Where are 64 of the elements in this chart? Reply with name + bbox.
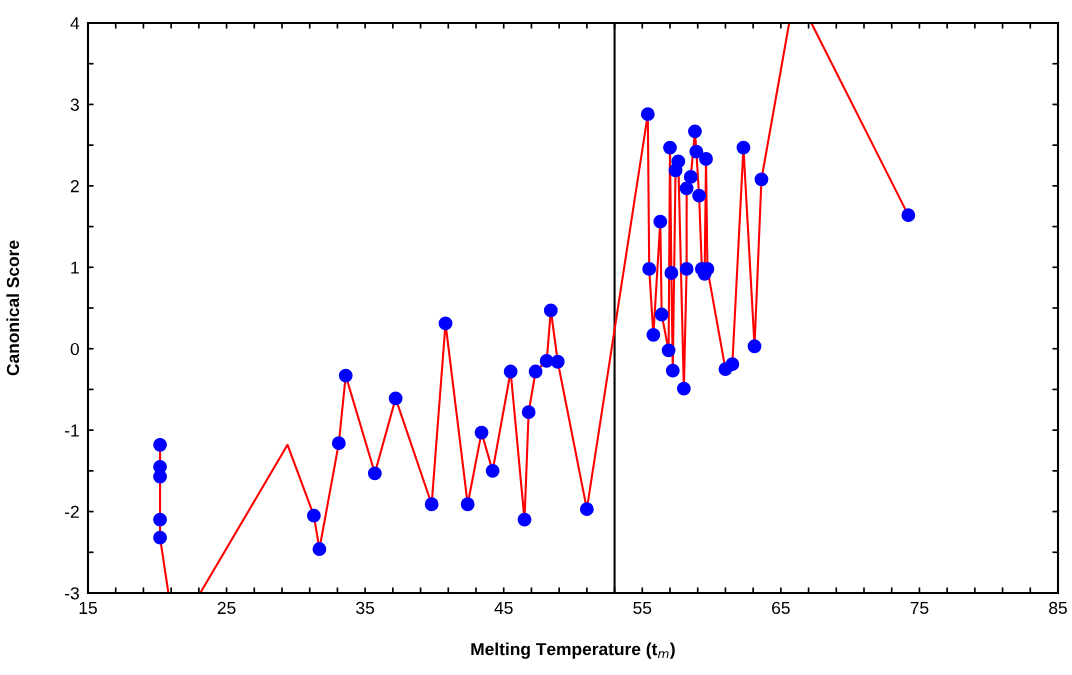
point (665, 363, 680, 378)
point (528, 364, 543, 379)
point (306, 508, 321, 523)
y-tick-label: -3 (65, 587, 79, 600)
point (688, 124, 702, 139)
point (664, 266, 679, 280)
x-tick-label: 25 (217, 601, 236, 615)
point (747, 339, 762, 354)
point (539, 354, 554, 368)
x-tick-label: 55 (633, 601, 652, 615)
y-tick-label: -1 (65, 424, 79, 437)
point (550, 354, 565, 369)
point (153, 437, 167, 452)
point (689, 144, 704, 159)
point (661, 343, 676, 358)
point (474, 425, 489, 440)
point (754, 172, 769, 187)
point (653, 214, 668, 229)
point (642, 262, 657, 276)
y-axis-title: Canonical Score (6, 240, 20, 376)
x-tick-label: 45 (494, 601, 513, 615)
point (153, 530, 167, 545)
point (671, 154, 686, 169)
point (438, 316, 453, 331)
x-axis-title: Melting Temperature (t$_{m}$) (471, 642, 675, 659)
point (679, 181, 694, 196)
point (663, 140, 677, 155)
y-tick-label: 0 (70, 342, 79, 356)
y-tick-label: 1 (71, 261, 79, 274)
point (503, 364, 518, 379)
x-tick-label: 15 (79, 601, 97, 615)
point (736, 140, 751, 155)
point (517, 512, 532, 527)
point (654, 307, 669, 322)
point (312, 542, 327, 556)
point (460, 497, 475, 512)
point (901, 208, 916, 223)
point (640, 107, 655, 122)
point (153, 469, 167, 484)
x-tick-label: 65 (772, 601, 790, 615)
point (679, 262, 694, 276)
point (543, 303, 558, 318)
x-tick-label: 85 (1049, 601, 1067, 615)
point (646, 327, 661, 342)
point (153, 512, 167, 527)
point (388, 391, 403, 406)
point (367, 466, 382, 481)
point (338, 368, 353, 383)
point (331, 436, 346, 451)
y-tick-label: 4 (70, 17, 80, 30)
y-tick-label: 2 (70, 180, 79, 193)
point (692, 188, 707, 203)
x-tick-label: 75 (910, 601, 929, 615)
point (521, 405, 536, 420)
point (485, 463, 500, 478)
x-tick-label: 35 (356, 601, 375, 615)
point (676, 381, 691, 396)
point (683, 169, 698, 184)
point (424, 497, 439, 512)
point (579, 502, 594, 517)
point (699, 152, 713, 166)
point (725, 357, 740, 372)
y-tick-label: -2 (65, 505, 79, 518)
y-tick-label: 3 (70, 98, 79, 111)
